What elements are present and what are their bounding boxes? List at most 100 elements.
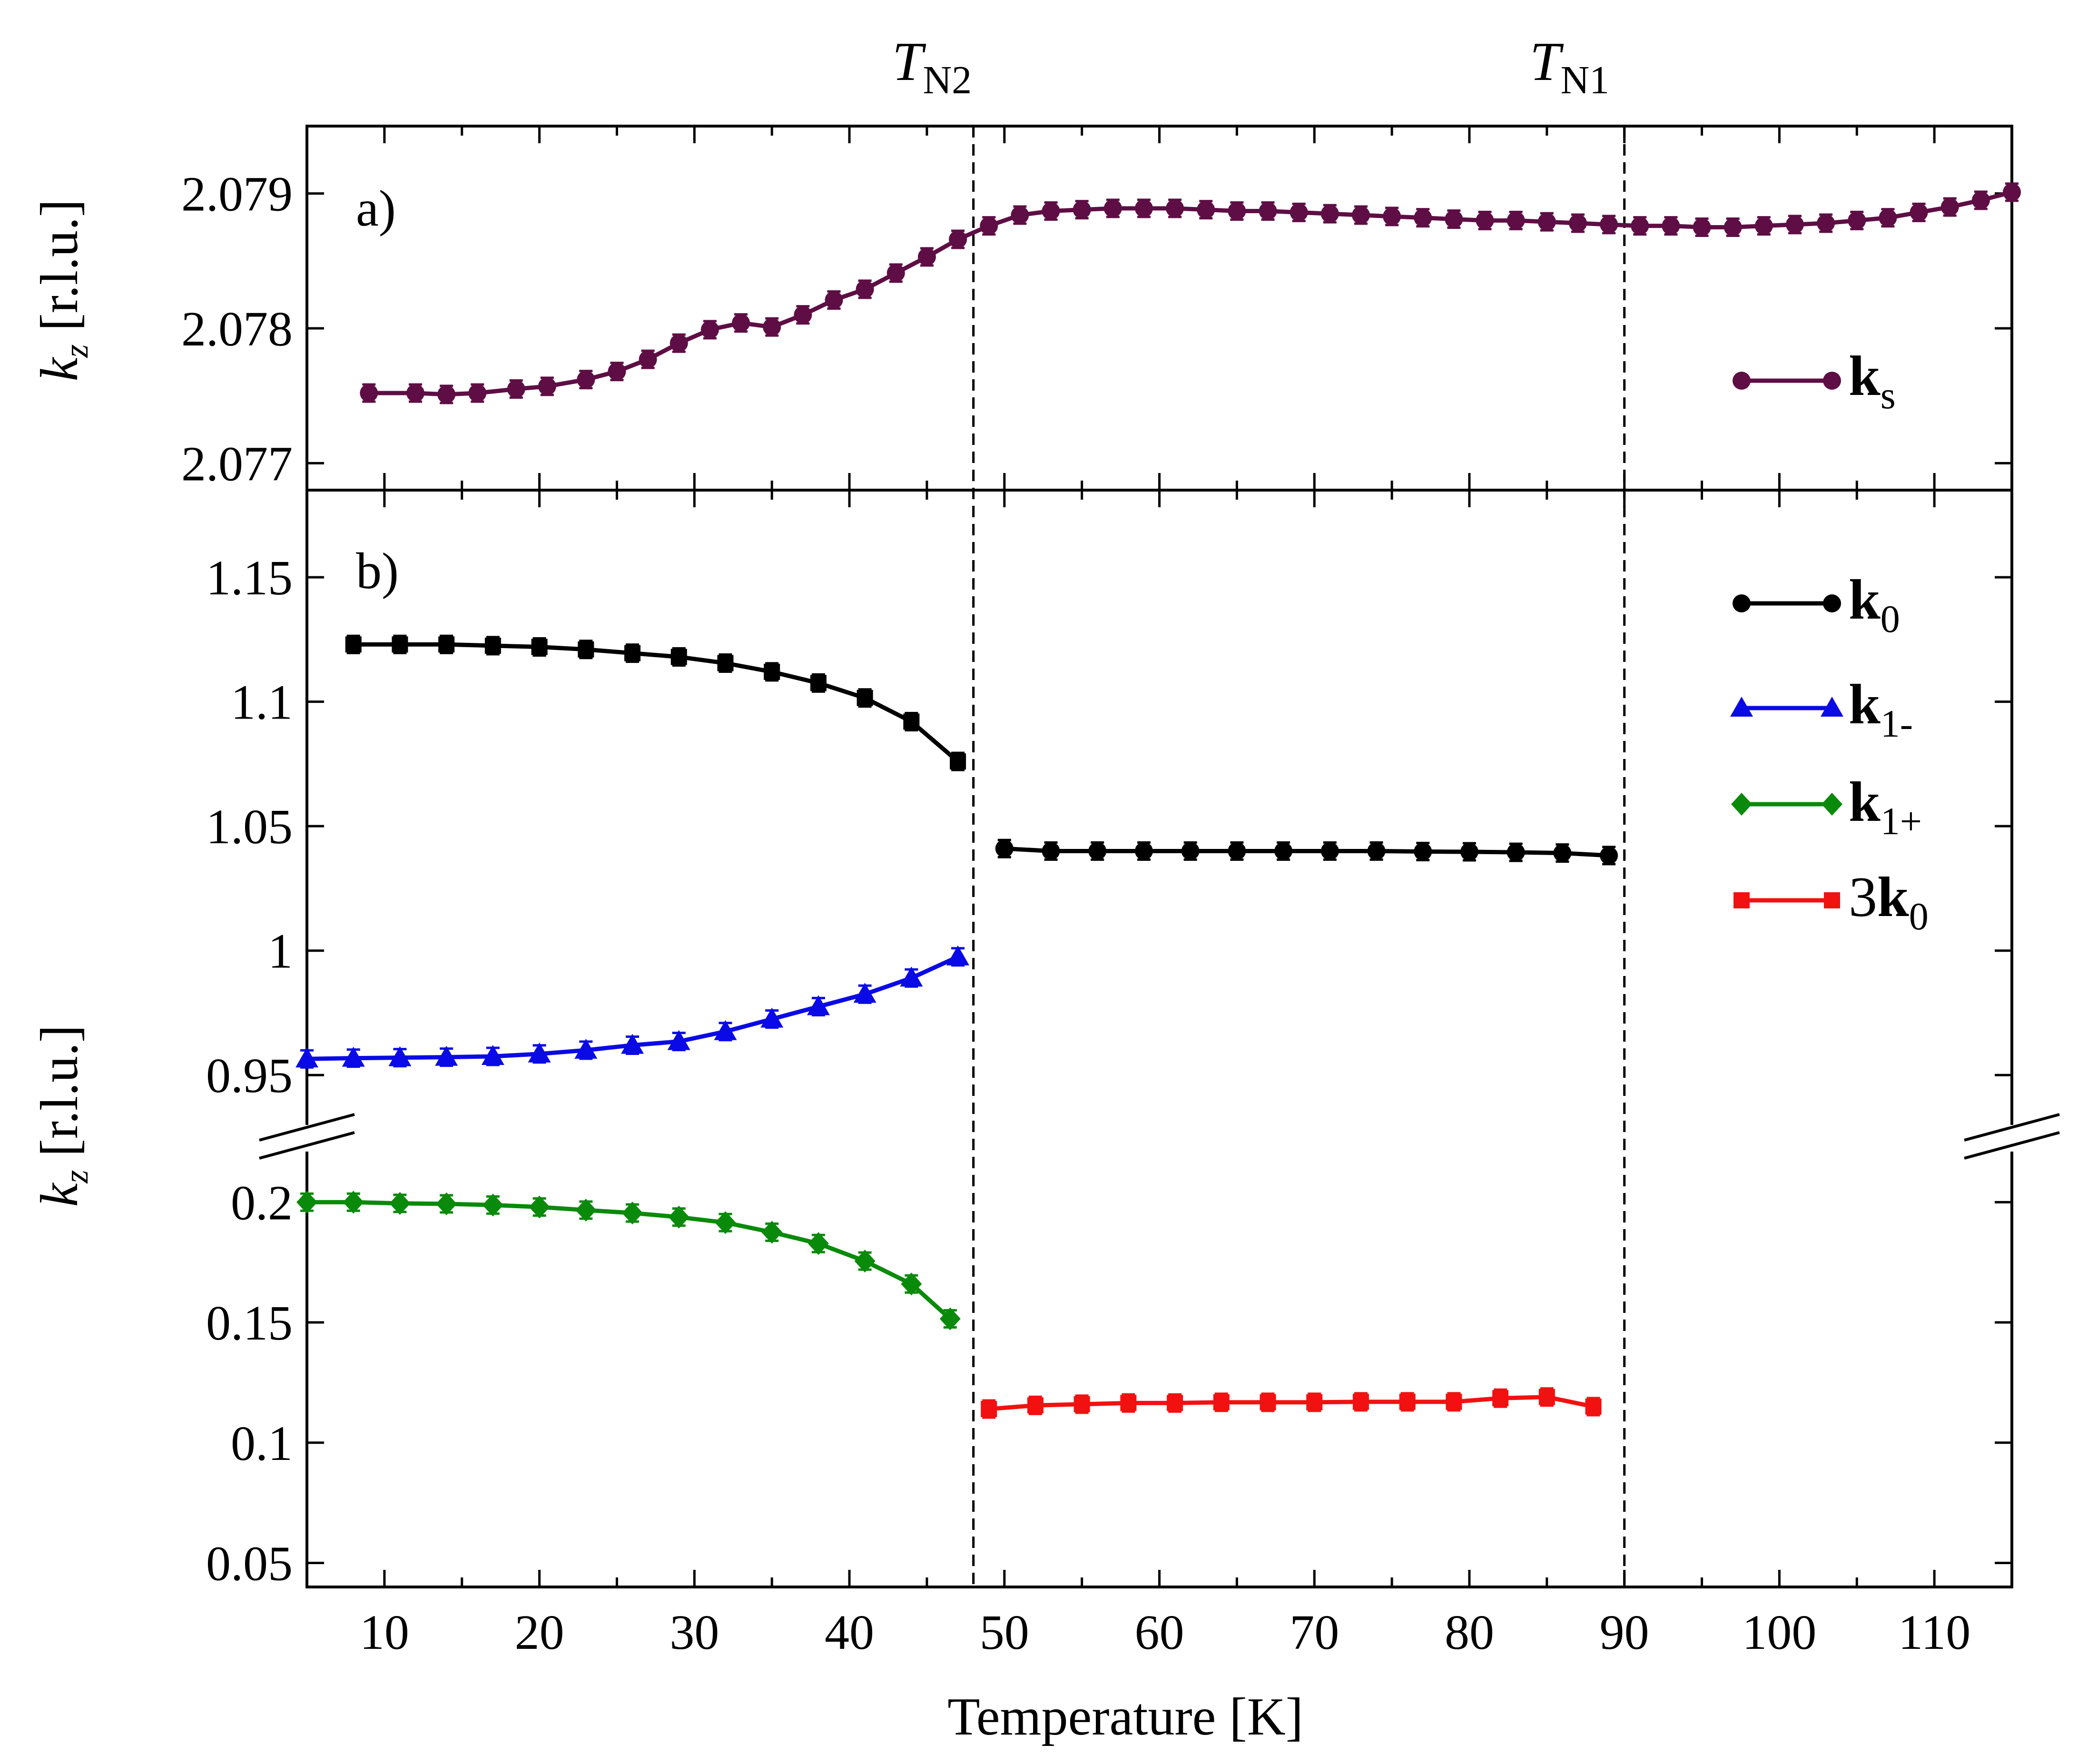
series-3k0-point-0 xyxy=(981,1401,997,1417)
series-ks-point-16 xyxy=(886,264,905,282)
text-layer: a) b) Temperature [K] kz [r.l.u.] kz [r.… xyxy=(30,31,1970,1746)
panel-b-upper-ytick-label: 1 xyxy=(268,924,293,979)
series-k0-low-point-0 xyxy=(345,636,362,653)
series-ks-point-0 xyxy=(360,384,378,402)
panel-b-label: b) xyxy=(356,543,399,600)
series-k0-low-point-4 xyxy=(531,639,548,655)
panel-b-upper-ytick-label: 0.95 xyxy=(206,1048,293,1103)
x-tick-label-20: 20 xyxy=(515,1605,564,1660)
series-ks-point-42 xyxy=(1693,218,1711,237)
series-k1minus-point-12 xyxy=(853,983,877,1003)
series-ks-point-49 xyxy=(1910,203,1928,222)
series-k1minus-point-1 xyxy=(342,1046,365,1067)
series-ks-point-1 xyxy=(406,384,425,402)
legend-swatch-k1plus-marker-right xyxy=(1822,793,1842,816)
series-ks-point-41 xyxy=(1662,217,1680,235)
series-3k0-point-10 xyxy=(1446,1393,1462,1410)
series-k1plus-point-14 xyxy=(939,1307,961,1330)
x-tick-label-50: 50 xyxy=(980,1605,1029,1660)
series-ks-point-27 xyxy=(1228,202,1246,220)
series-3k0-point-9 xyxy=(1399,1393,1416,1410)
tn2-label: TN2 xyxy=(892,31,972,102)
series-k1plus xyxy=(296,1191,961,1330)
legend-label-k1minus: k1- xyxy=(1849,672,1913,745)
series-k0-low xyxy=(345,634,966,771)
series-ks-point-22 xyxy=(1073,200,1091,219)
series-k1plus-point-4 xyxy=(482,1193,503,1217)
series-ks-point-2 xyxy=(437,385,456,404)
series-k0-high-point-13 xyxy=(1600,846,1618,865)
series-ks-point-52 xyxy=(2003,183,2021,201)
series-ks-point-17 xyxy=(917,247,936,266)
series-k0-high xyxy=(995,838,1618,866)
series-k1minus-point-11 xyxy=(807,995,830,1015)
panel-b-lower-ytick-label: 0.1 xyxy=(231,1416,293,1471)
series-k0-low-point-10 xyxy=(810,675,827,691)
axis-break-right xyxy=(1964,1113,2060,1160)
series-k0-high-point-6 xyxy=(1274,842,1293,860)
series-k0-high-point-11 xyxy=(1507,843,1525,862)
series-3k0-point-6 xyxy=(1260,1394,1276,1410)
series-3k0-point-8 xyxy=(1352,1393,1369,1410)
series-3k0-point-2 xyxy=(1073,1396,1090,1412)
axis-break-right-line-1 xyxy=(1964,1113,2060,1142)
legend-swatch-k1minus-marker-right xyxy=(1821,697,1843,717)
legend-swatch-k1plus-marker-left xyxy=(1731,793,1752,816)
legend-swatch-ks xyxy=(1733,372,1841,390)
series-ks-point-10 xyxy=(700,320,719,339)
series-ks-point-48 xyxy=(1879,208,1897,227)
panel-b-upper-ytick-label: 1.15 xyxy=(206,551,293,605)
axis-break-left xyxy=(259,1113,355,1160)
series-k0-low-point-9 xyxy=(764,663,780,680)
series-ks-point-6 xyxy=(577,370,595,389)
legend-swatch-3k0-marker-left xyxy=(1733,892,1750,908)
x-tick-label-60: 60 xyxy=(1135,1605,1184,1660)
series-ks-point-36 xyxy=(1507,211,1525,230)
legend-swatch-k1minus xyxy=(1730,697,1843,717)
series-k1minus-point-10 xyxy=(760,1007,784,1028)
panel-a-frame xyxy=(305,125,2013,492)
series-k1plus-point-6 xyxy=(575,1199,597,1222)
series-ks-point-9 xyxy=(670,334,688,353)
x-tick-label-70: 70 xyxy=(1290,1605,1339,1660)
series-ks-point-11 xyxy=(732,314,750,332)
series-k0-low-point-8 xyxy=(717,655,734,671)
series-ks-point-28 xyxy=(1259,202,1277,220)
legend-swatch-3k0-marker-right xyxy=(1824,892,1840,908)
series-ks-point-46 xyxy=(1817,214,1835,232)
series-k0-high-point-8 xyxy=(1367,842,1386,860)
series-ks-point-33 xyxy=(1414,208,1432,227)
panel-a-ytick-label: 2.077 xyxy=(181,436,293,491)
panel-a-label: a) xyxy=(356,180,396,237)
series-ks-point-29 xyxy=(1290,203,1308,222)
series-k0-low-point-7 xyxy=(670,649,687,665)
legend-swatch-3k0 xyxy=(1733,892,1840,908)
series-k0-low-point-3 xyxy=(484,637,501,654)
series-3k0-point-11 xyxy=(1492,1390,1509,1407)
series-k0-high-point-5 xyxy=(1228,842,1246,860)
series-k1plus-point-10 xyxy=(761,1221,783,1244)
series-ks-point-3 xyxy=(468,384,487,402)
legend-swatch-k0 xyxy=(1733,594,1841,612)
x-tick-label-90: 90 xyxy=(1600,1605,1649,1660)
series-k0-high-point-1 xyxy=(1042,842,1060,860)
series-k1plus-point-5 xyxy=(529,1195,550,1219)
series-k1minus-point-9 xyxy=(714,1020,737,1040)
legend-swatch-ks-marker-right xyxy=(1823,372,1841,390)
series-k1minus-point-13 xyxy=(900,966,923,987)
series-k0-high-point-4 xyxy=(1181,842,1200,860)
x-axis-label: Temperature [K] xyxy=(947,1687,1303,1746)
panel-a-ytick-label: 2.078 xyxy=(181,302,293,356)
series-k1plus-point-12 xyxy=(854,1250,876,1273)
series-ks-point-5 xyxy=(538,377,556,395)
series-3k0-point-1 xyxy=(1027,1397,1044,1414)
series-ks-point-38 xyxy=(1568,214,1587,232)
series-ks-point-34 xyxy=(1445,210,1463,228)
series-k0-high-point-3 xyxy=(1134,842,1153,860)
panel-b-lower-ytick-label: 0.2 xyxy=(231,1175,293,1230)
panel-b-lower-ytick-label: 0.15 xyxy=(206,1296,293,1350)
series-k1plus-point-9 xyxy=(715,1211,736,1234)
series-k1plus-point-0 xyxy=(296,1191,317,1214)
series-k0-high-point-7 xyxy=(1320,842,1339,860)
